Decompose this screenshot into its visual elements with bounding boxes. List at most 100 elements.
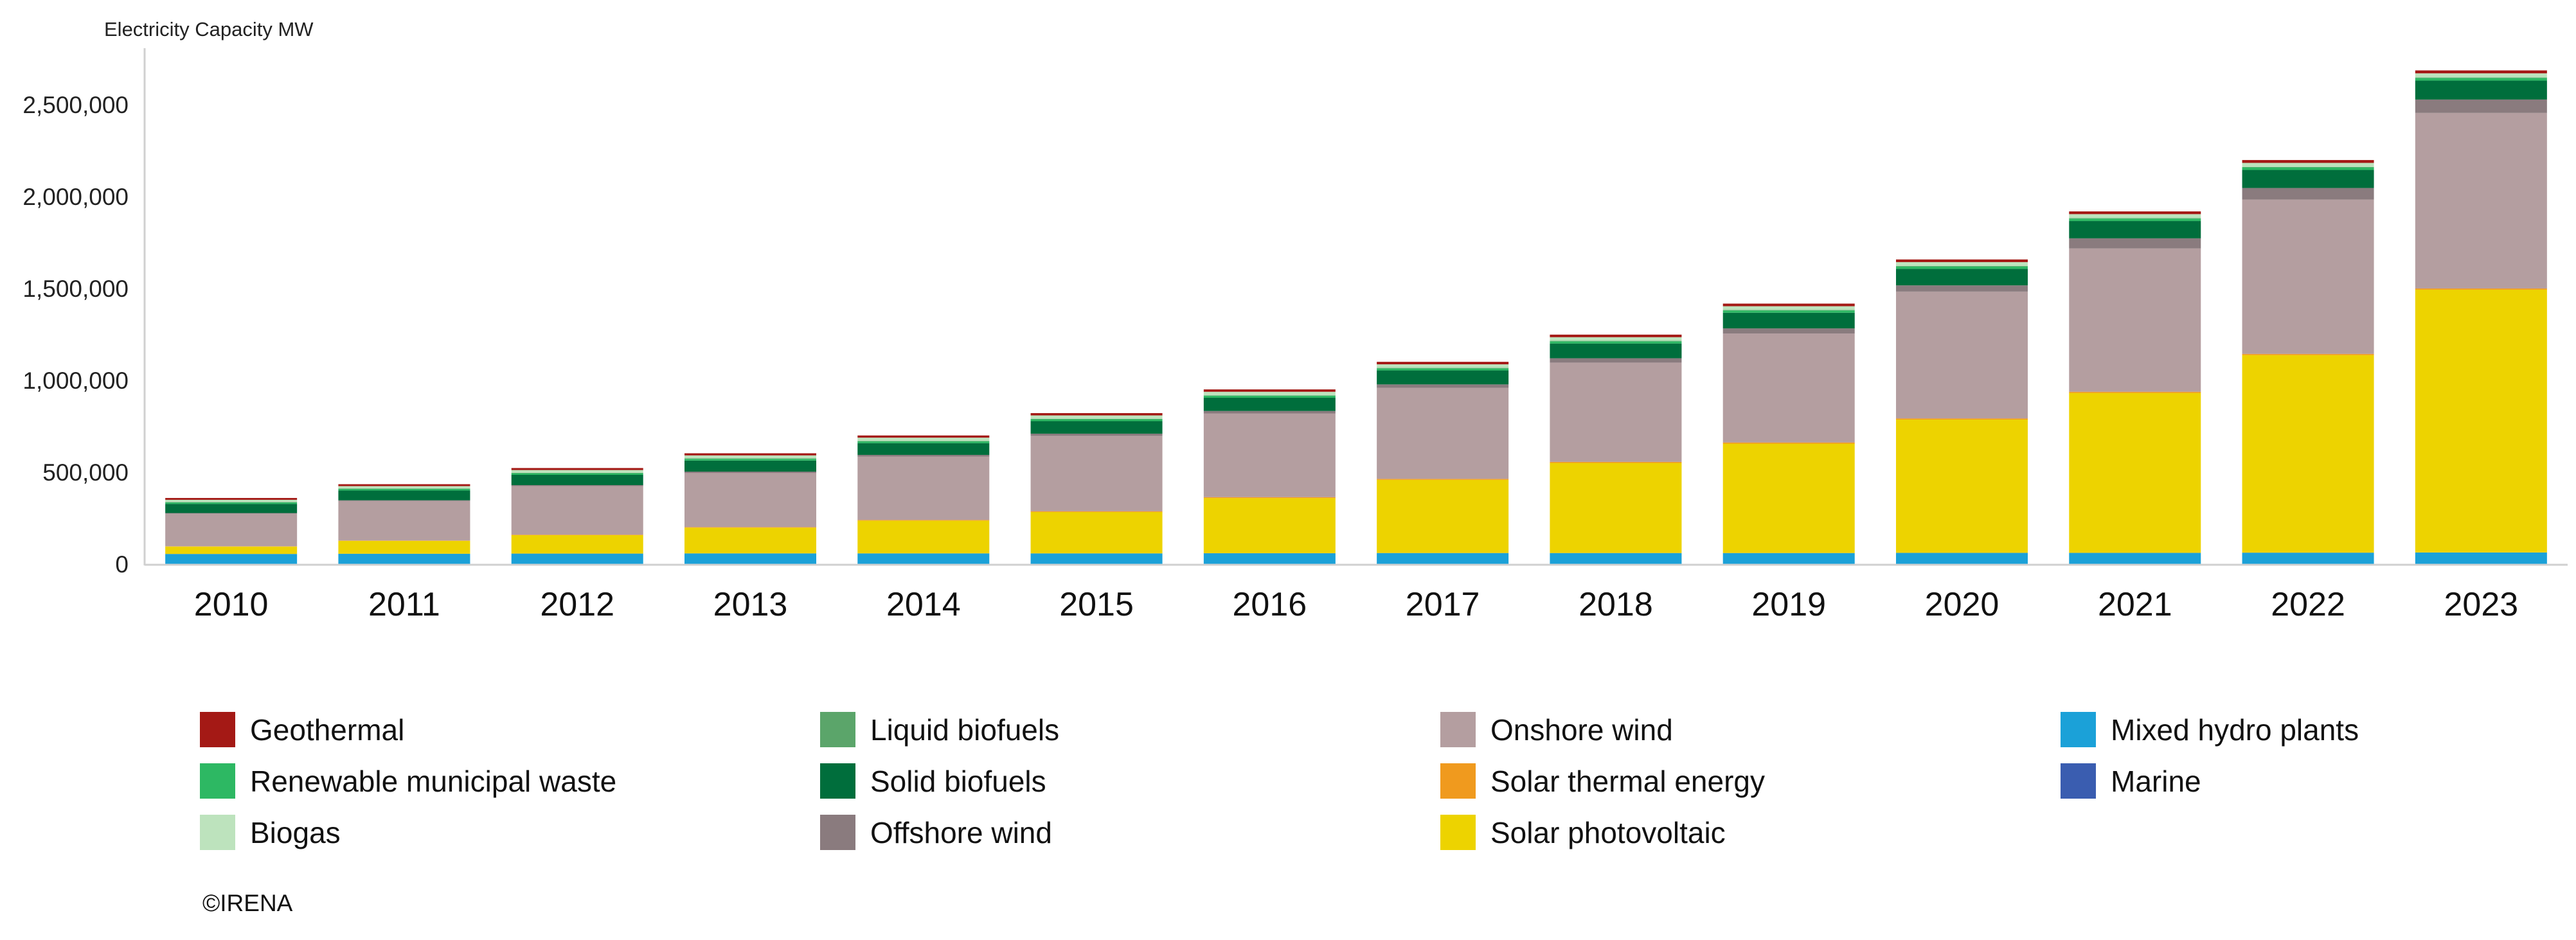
y-tick-label: 1,500,000 <box>22 276 129 302</box>
bar-segment <box>511 553 643 564</box>
legend-swatch <box>2061 763 2096 799</box>
legend-item: Geothermal <box>200 712 404 747</box>
bar-segment <box>165 554 298 564</box>
legend-label: Onshore wind <box>1490 713 1673 747</box>
bar-segment <box>2069 211 2201 215</box>
bar-segment <box>1550 334 1682 337</box>
bar-stack-2011 <box>338 484 470 564</box>
legend-label: Offshore wind <box>870 816 1052 849</box>
bar-segment <box>1030 415 1163 419</box>
legend-swatch <box>200 712 235 747</box>
bar-segment <box>684 459 816 461</box>
bar-stack-2020 <box>1896 259 2028 564</box>
bar-segment <box>511 472 643 474</box>
bar-segment <box>2069 221 2201 238</box>
bar-stack-2010 <box>165 498 298 564</box>
bar-segment <box>1550 463 1682 553</box>
bar-segment <box>684 553 816 564</box>
legend-label: Marine <box>2111 765 2201 798</box>
bar-segment <box>1377 479 1509 553</box>
bar-segment <box>1377 368 1509 369</box>
bar-segment <box>2069 214 2201 218</box>
bar-segment <box>1030 418 1163 420</box>
bar-segment <box>2069 238 2201 249</box>
bar-segment <box>684 527 816 528</box>
bar-segment <box>857 438 990 441</box>
bar-segment <box>857 443 990 455</box>
bar-segment <box>1550 341 1682 344</box>
bar-segment <box>1722 553 1855 564</box>
bar-segment <box>1896 259 2028 262</box>
bar-segment <box>1203 391 1336 396</box>
bar-segment <box>338 501 470 541</box>
bar-segment <box>511 535 643 554</box>
bar-segment <box>2069 218 2201 222</box>
x-tick-label: 2013 <box>713 586 788 623</box>
x-tick-label: 2011 <box>368 586 440 623</box>
y-tick-label: 2,500,000 <box>22 92 129 118</box>
legend-item: Liquid biofuels <box>820 712 1059 747</box>
bar-segment <box>338 486 470 489</box>
bar-segment <box>2242 160 2374 163</box>
x-tick-label: 2021 <box>2098 586 2172 623</box>
bar-segment <box>2242 355 2374 553</box>
bar-segment <box>2415 70 2547 74</box>
bar-segment <box>2242 170 2374 188</box>
x-tick-label: 2023 <box>2444 586 2519 623</box>
legend-item: Offshore wind <box>820 815 1052 850</box>
legend-item: Solid biofuels <box>820 763 1046 799</box>
bar-segment <box>2242 553 2374 564</box>
bar-segment <box>165 513 298 547</box>
bar-segment <box>2069 391 2201 393</box>
bar-segment <box>1896 553 2028 564</box>
x-tick-label: 2017 <box>1406 586 1480 623</box>
bar-segment <box>338 490 470 501</box>
x-tick-label: 2012 <box>540 586 614 623</box>
bar-segment <box>1203 395 1336 398</box>
legend-swatch <box>820 763 855 799</box>
bar-segment <box>1896 418 2028 420</box>
legend-swatch <box>820 712 855 747</box>
bar-segment <box>684 458 816 459</box>
bar-segment <box>1896 420 2028 553</box>
legend-swatch <box>1440 712 1476 747</box>
bar-segment <box>1203 395 1336 396</box>
legend-item: Solar thermal energy <box>1440 763 1765 799</box>
credit-label: ©IRENA <box>202 890 293 916</box>
bar-segment <box>684 453 816 456</box>
y-tick-label: 1,000,000 <box>22 368 129 394</box>
bar-stack-2013 <box>684 453 816 564</box>
bar-segment <box>165 502 298 504</box>
bar-segment <box>1030 511 1163 554</box>
x-tick-label: 2016 <box>1233 586 1307 623</box>
bar-segment <box>1203 498 1336 553</box>
bar-segment <box>1550 337 1682 341</box>
bar-segment <box>338 489 470 491</box>
bar-stack-2022 <box>2242 160 2374 564</box>
bar-segment <box>857 435 990 438</box>
bar-segment <box>2069 248 2201 392</box>
legend-label: Geothermal <box>250 713 404 747</box>
legend-swatch <box>820 815 855 850</box>
x-tick-label: 2014 <box>886 586 961 623</box>
bar-segment <box>2415 112 2547 288</box>
bar-segment <box>1550 553 1682 564</box>
bar-segment <box>2415 552 2547 564</box>
bar-stack-2018 <box>1550 334 1682 564</box>
bar-segment <box>1377 368 1509 371</box>
legend-label: Solar photovoltaic <box>1490 816 1726 849</box>
bars <box>165 70 2547 564</box>
bar-stack-2015 <box>1030 412 1163 564</box>
bar-segment <box>1722 303 1855 306</box>
x-tick-label: 2010 <box>194 586 269 623</box>
x-tick-label: 2020 <box>1925 586 1999 623</box>
bar-segment <box>511 470 643 473</box>
bar-segment <box>1203 398 1336 411</box>
legend-item: Biogas <box>200 815 341 850</box>
bar-segment <box>1203 411 1336 414</box>
bar-segment <box>2069 393 2201 553</box>
bar-segment <box>2242 199 2374 354</box>
legend-label: Renewable municipal waste <box>250 765 616 798</box>
bar-segment <box>338 488 470 490</box>
